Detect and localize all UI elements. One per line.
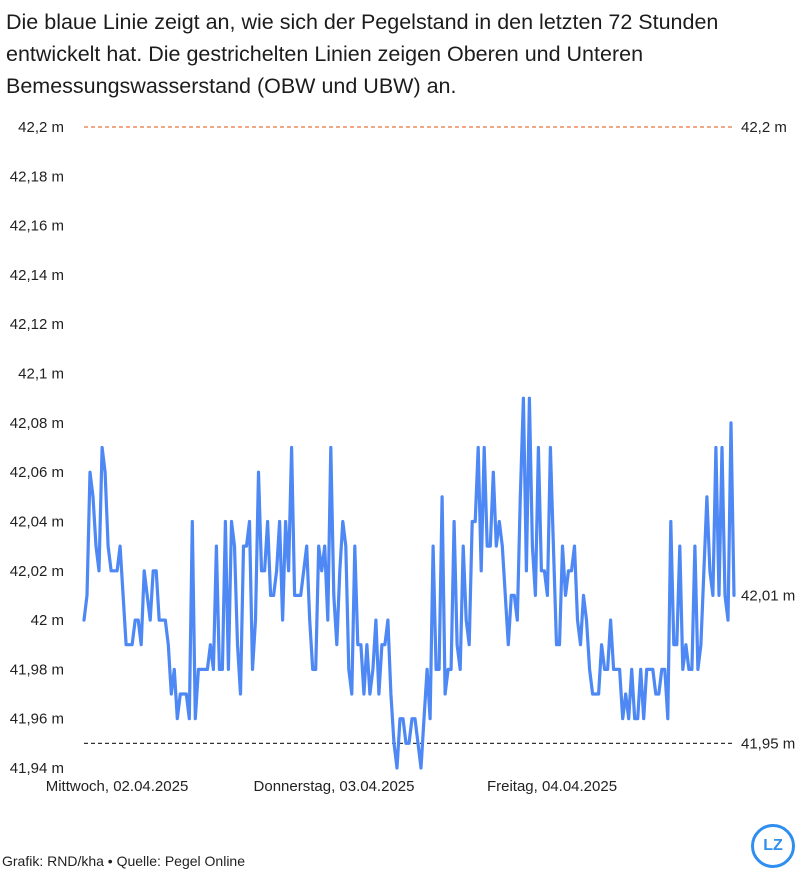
y-tick-label: 42,08 m <box>10 415 64 432</box>
y-tick-label: 41,98 m <box>10 661 64 678</box>
last-value-label: 42,01 m <box>741 587 795 604</box>
y-tick-label: 42,02 m <box>10 563 64 580</box>
reference-lines <box>84 126 734 744</box>
y-tick-label: 42,14 m <box>10 267 64 284</box>
y-tick-label: 42,2 m <box>18 119 64 136</box>
x-tick-label: Freitag, 04.04.2025 <box>487 778 617 795</box>
y-tick-label: 42,16 m <box>10 218 64 235</box>
chart-description: Die blaue Linie zeigt an, wie sich der P… <box>6 10 719 98</box>
y-tick-label: 42 m <box>31 612 64 629</box>
y-tick-label: 42,04 m <box>10 513 64 530</box>
right-labels: 42,2 m 41,95 m 42,01 m <box>741 119 795 752</box>
source-credit: Grafik: RND/kha • Quelle: Pegel Online <box>2 853 246 869</box>
x-tick-label: Donnerstag, 03.04.2025 <box>254 778 415 795</box>
x-tick-label: Mittwoch, 02.04.2025 <box>46 778 189 795</box>
pegelstand-series-line <box>82 396 736 770</box>
y-axis: 42,2 m 42,18 m 42,16 m 42,14 m 42,12 m 42,1 m… <box>10 119 64 777</box>
x-axis: Mittwoch, 02.04.2025 Donnerstag, 03.04.20… <box>46 778 617 795</box>
y-tick-label: 41,96 m <box>10 711 64 728</box>
lz-logo: LZ <box>751 824 795 868</box>
y-tick-label: 42,18 m <box>10 168 64 185</box>
y-tick-label: 41,94 m <box>10 760 64 777</box>
series-layer <box>82 396 736 770</box>
logo-text: LZ <box>763 837 783 854</box>
reference-line-label: 41,95 m <box>741 735 795 752</box>
y-tick-label: 42,06 m <box>10 464 64 481</box>
y-tick-label: 42,1 m <box>18 366 64 383</box>
y-tick-label: 42,12 m <box>10 316 64 333</box>
reference-line-label: 42,2 m <box>741 119 787 136</box>
